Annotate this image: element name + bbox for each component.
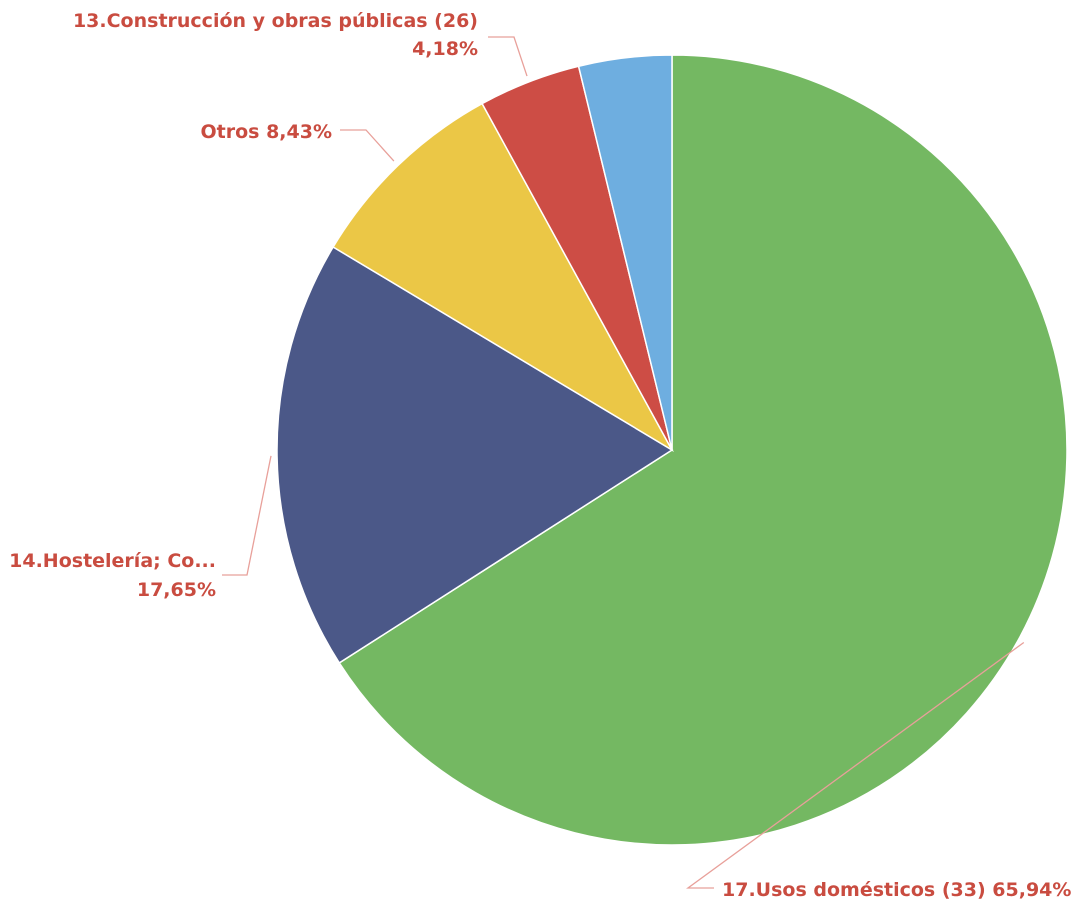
slice-usos-domesticos — [338, 54, 1068, 846]
slice-label-usos-domesticos: 17.Usos domésticos (33) 65,94% — [722, 879, 1071, 901]
slice-value-hosteleria: 17,65% — [137, 579, 216, 601]
slice-hosteleria — [276, 245, 674, 664]
leader-line-usos-domesticos — [686, 641, 1025, 889]
slice-label-hosteleria: 14.Hostelería; Co... — [9, 550, 216, 572]
leader-lines — [222, 36, 1025, 889]
leader-line-otros — [340, 129, 395, 162]
slice-value-construccion: 4,18% — [412, 38, 478, 60]
slice-otros — [332, 102, 674, 453]
leader-line-hosteleria — [222, 455, 272, 576]
slice-labels: 17.Usos domésticos (33) 65,94% 14.Hostel… — [9, 10, 1071, 901]
slice-unlabeled — [577, 54, 673, 451]
leader-line-construccion — [488, 36, 528, 77]
slice-label-construccion: 13.Construcción y obras públicas (26) — [73, 10, 478, 32]
slice-label-otros: Otros 8,43% — [200, 121, 332, 143]
pie-slices — [276, 54, 1068, 846]
